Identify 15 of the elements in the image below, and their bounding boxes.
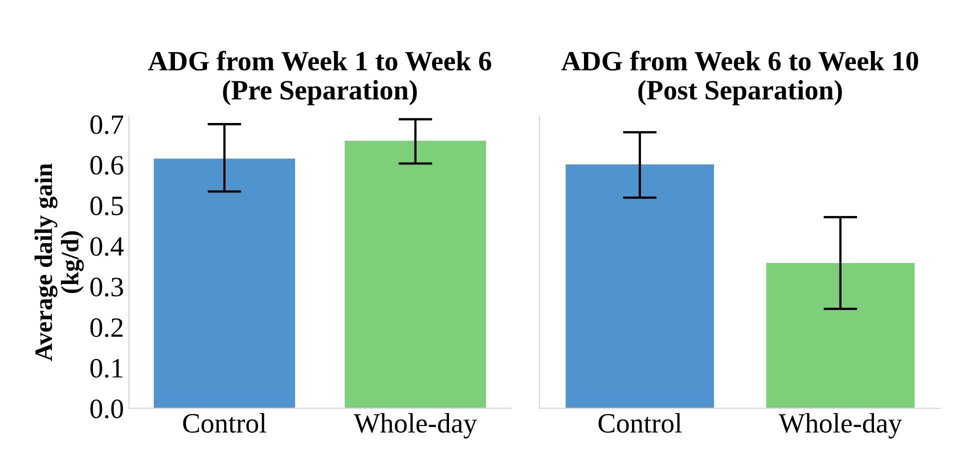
y-tick-label: 0.6 (90, 156, 124, 175)
y-tick-label: 0.3 (90, 278, 123, 297)
chart-title: ADG from Week 6 to Week 10 (Post Separation) (561, 50, 918, 106)
y-tick-label: 0.7 (90, 115, 124, 134)
y-tick-label: 0.1 (90, 358, 122, 378)
x-tick-label: Whole-day (354, 413, 478, 438)
x-tick-label: Control (183, 413, 266, 433)
y-tick-label: 0.2 (90, 318, 123, 338)
x-tick-label: Control (598, 413, 682, 433)
x-tick-label: Whole-day (778, 413, 902, 438)
y-tick-label: 0.4 (90, 237, 124, 256)
y-tick-label: 0.5 (90, 196, 123, 216)
chart-title: ADG from Week 1 to Week 6 (Pre Separation) (148, 50, 492, 106)
y-tick-label: 0.0 (90, 399, 124, 418)
y-axis-title: Average daily gain (kg/d) (34, 163, 84, 361)
